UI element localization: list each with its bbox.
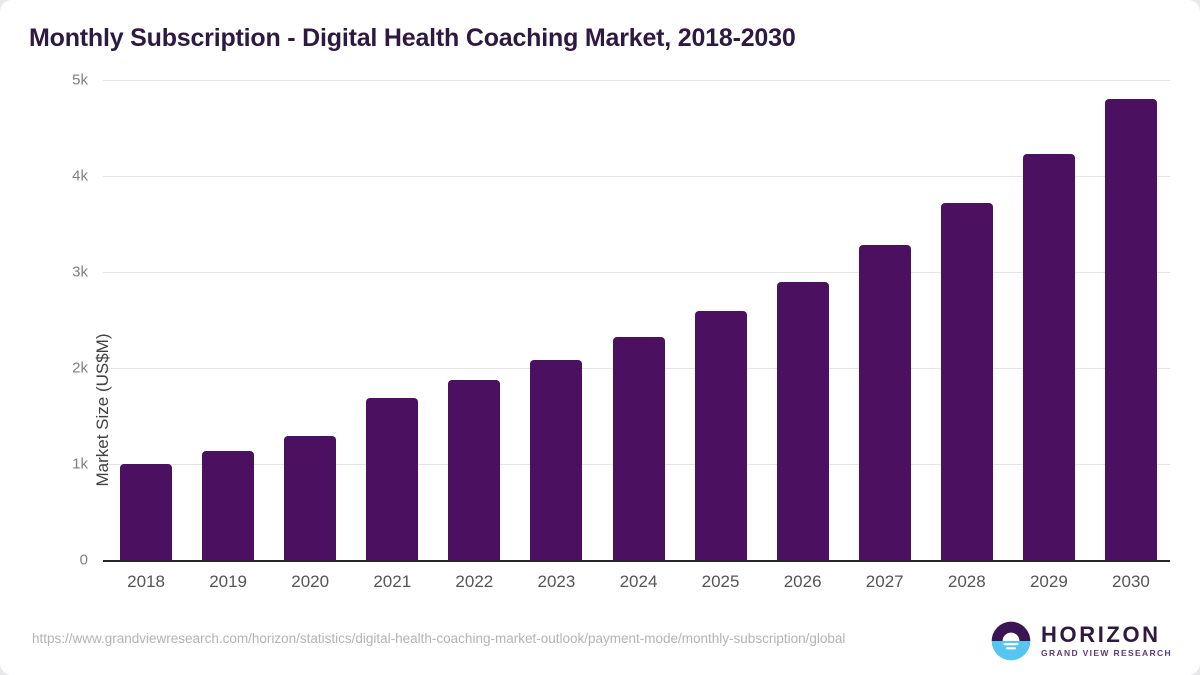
gridline: [103, 176, 1170, 177]
bar-2026[interactable]: [776, 281, 829, 560]
gridline: [103, 272, 1170, 273]
bar-2030[interactable]: [1104, 98, 1157, 560]
bar-2018[interactable]: [120, 464, 173, 560]
horizon-logo[interactable]: HORIZON GRAND VIEW RESEARCH: [990, 620, 1172, 662]
bar-2027[interactable]: [858, 245, 911, 560]
x-tick-label-2022: 2022: [455, 572, 494, 591]
x-tick-label-2021: 2021: [373, 572, 412, 591]
x-tick-label-2023: 2023: [537, 572, 576, 591]
bar-2021[interactable]: [366, 397, 419, 560]
x-tick-label-2024: 2024: [619, 572, 658, 591]
y-tick-label: 1k: [72, 455, 88, 473]
x-tick-label-2030: 2030: [1112, 572, 1150, 591]
bar-2025[interactable]: [694, 311, 747, 560]
bar-2028[interactable]: [940, 203, 993, 560]
x-tick-label-2028: 2028: [947, 572, 986, 591]
bar-2020[interactable]: [284, 436, 337, 560]
logo-text: HORIZON GRAND VIEW RESEARCH: [1041, 624, 1172, 658]
logo-tagline: GRAND VIEW RESEARCH: [1041, 648, 1172, 659]
x-tick-label-2027: 2027: [865, 572, 904, 591]
source-url[interactable]: https://www.grandviewresearch.com/horizo…: [32, 631, 846, 646]
y-tick-label: 3k: [72, 263, 88, 281]
plot-area: Market Size (US$M): [93, 80, 1170, 560]
x-axis-line: [103, 560, 1170, 562]
logo-wordmark: HORIZON: [1041, 622, 1161, 648]
y-tick-label: 2k: [72, 359, 88, 377]
bar-2023[interactable]: [530, 359, 583, 560]
y-tick-label: 5k: [72, 71, 88, 89]
x-tick-label-2025: 2025: [701, 572, 740, 591]
bar-2024[interactable]: [612, 336, 665, 560]
horizon-circle-icon: [991, 621, 1031, 661]
x-tick-label-2020: 2020: [291, 572, 330, 591]
y-tick-label: 0: [79, 551, 88, 569]
x-tick-label-2029: 2029: [1029, 572, 1068, 591]
x-tick-label-2026: 2026: [783, 572, 822, 591]
gridline: [103, 80, 1170, 81]
page-title: Monthly Subscription - Digital Health Co…: [29, 24, 796, 52]
bar-2019[interactable]: [202, 451, 255, 560]
x-tick-label-2018: 2018: [127, 572, 165, 591]
bar-2029[interactable]: [1022, 154, 1075, 560]
y-tick-label: 4k: [72, 167, 88, 185]
bar-2022[interactable]: [448, 379, 501, 560]
y-axis-title: Market Size (US$M): [93, 333, 112, 487]
x-tick-label-2019: 2019: [209, 572, 248, 591]
